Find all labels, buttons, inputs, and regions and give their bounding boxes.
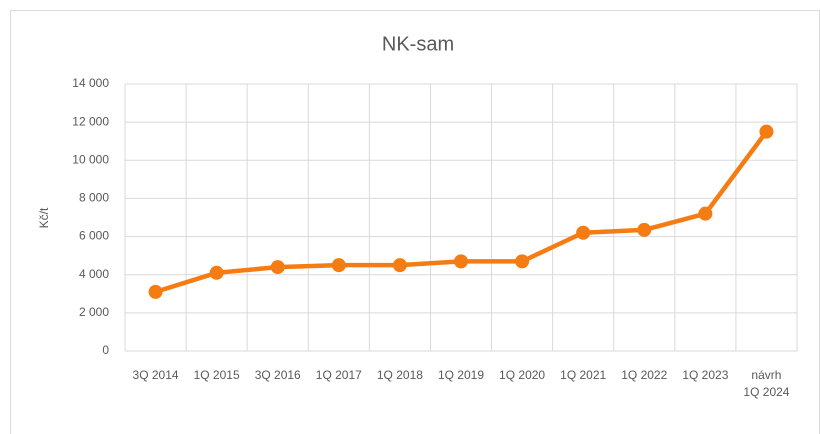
point bbox=[209, 265, 224, 280]
x-tick-label: 1Q 2023 bbox=[682, 368, 729, 382]
x-tick-label: 1Q 2019 bbox=[437, 368, 485, 382]
point bbox=[331, 258, 346, 273]
x-tick-label: 1Q 2020 bbox=[499, 368, 546, 382]
chart-title: NK-sam bbox=[382, 33, 454, 55]
y-axis-label: Kč/t bbox=[37, 207, 51, 228]
point bbox=[637, 222, 652, 237]
point bbox=[270, 260, 285, 275]
x-tick-label: 1Q 2015 bbox=[193, 368, 240, 382]
x-tick-label: 1Q 2018 bbox=[376, 368, 423, 382]
y-tick-label: 4 000 bbox=[79, 267, 109, 281]
point bbox=[576, 225, 591, 240]
point bbox=[454, 254, 468, 269]
y-tick-label: 12 000 bbox=[72, 114, 109, 128]
y-tick-label: 14 000 bbox=[72, 76, 109, 90]
y-tick-label: 2 000 bbox=[79, 305, 109, 319]
point bbox=[759, 124, 774, 139]
y-tick-label: 6 000 bbox=[79, 229, 109, 243]
point bbox=[148, 284, 163, 299]
x-tick-label: 1Q 2017 bbox=[315, 368, 362, 382]
y-tick-label: 0 bbox=[102, 343, 109, 357]
y-tick-label: 10 000 bbox=[72, 152, 109, 166]
point bbox=[392, 258, 407, 273]
x-tick-label: 3Q 2016 bbox=[254, 368, 301, 382]
point bbox=[515, 254, 530, 269]
x-tick-label: návrh 1Q 2024 bbox=[743, 368, 790, 399]
point bbox=[698, 206, 713, 221]
x-tick-label: 3Q 2014 bbox=[132, 368, 179, 382]
y-tick-label: 8 000 bbox=[79, 191, 109, 205]
x-tick-label: 1Q 2022 bbox=[621, 368, 668, 382]
x-tick-label: 1Q 2021 bbox=[560, 368, 607, 382]
